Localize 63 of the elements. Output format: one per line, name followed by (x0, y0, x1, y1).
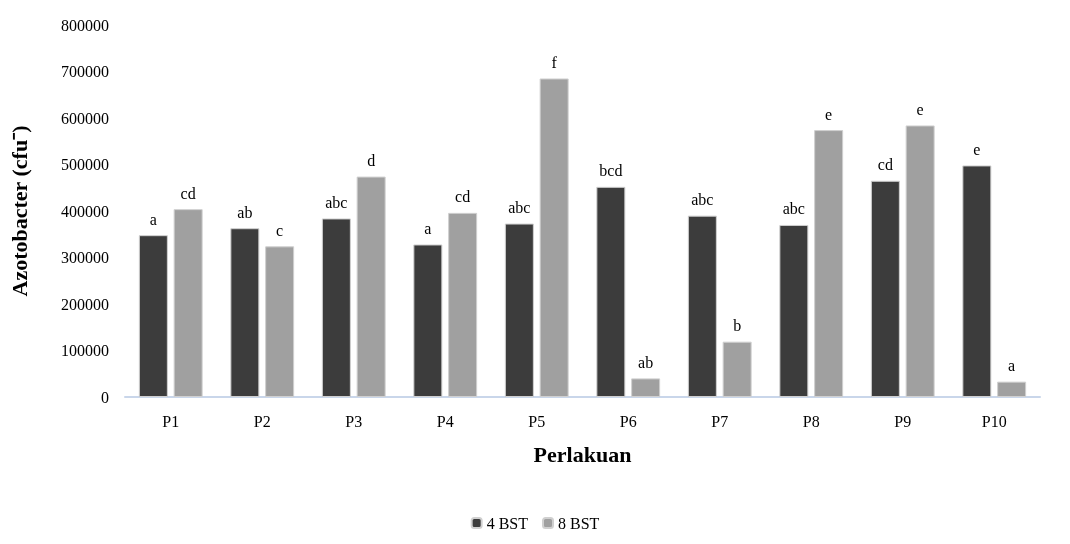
x-tick-label: P9 (894, 412, 912, 430)
data-label: ab (638, 353, 654, 371)
data-label: abc (691, 191, 714, 209)
data-label: d (367, 152, 376, 170)
y-tick-label: 800000 (61, 16, 109, 34)
data-label: a (1008, 357, 1016, 375)
bar (779, 224, 809, 397)
x-tick-label: P5 (528, 412, 546, 430)
bar (962, 165, 992, 397)
data-label: cd (180, 184, 196, 202)
bar (504, 223, 534, 397)
bar (138, 235, 168, 397)
bar (596, 186, 626, 397)
bar (413, 244, 443, 397)
y-tick-label: 600000 (61, 109, 109, 127)
bar (722, 341, 752, 397)
bar (265, 246, 295, 397)
x-tick-label: P2 (253, 412, 271, 430)
bar (997, 381, 1027, 397)
x-tick-label: P1 (162, 412, 180, 430)
bar (631, 378, 661, 397)
data-label: cd (877, 156, 893, 174)
y-axis-title: Azotobacter (cfu⁻) (6, 125, 32, 297)
bar (905, 125, 935, 397)
data-label: e (916, 100, 924, 118)
y-tick-label: 700000 (61, 63, 109, 80)
x-tick-label: P6 (619, 412, 637, 430)
y-tick-label: 0 (101, 388, 109, 406)
data-label: e (825, 105, 833, 123)
data-label: cd (455, 188, 471, 206)
x-tick-label: P7 (711, 412, 729, 430)
data-label: e (973, 140, 981, 158)
bar (814, 130, 844, 397)
data-label: abc (782, 200, 805, 218)
x-tick-label: P8 (802, 412, 820, 430)
bar (230, 228, 260, 397)
bar (539, 78, 569, 397)
y-tick-label: 200000 (61, 295, 109, 313)
data-label: a (149, 210, 157, 228)
y-tick-label: 300000 (61, 249, 109, 266)
bar (448, 212, 478, 397)
x-tick-label: P4 (436, 412, 454, 430)
data-label: a (424, 219, 432, 237)
x-tick-label: P10 (981, 412, 1007, 430)
bar (687, 215, 717, 397)
y-tick-label: 500000 (61, 156, 109, 173)
y-tick-label: 100000 (61, 342, 109, 359)
x-tick-label: P3 (345, 412, 363, 430)
data-label: f (551, 53, 558, 71)
bar (356, 176, 386, 397)
bar (173, 209, 203, 397)
data-label: abc (325, 193, 348, 211)
data-label: ab (237, 203, 253, 221)
y-tick-label: 400000 (61, 202, 109, 220)
bar (870, 180, 900, 397)
x-axis-title: Perlakuan (533, 441, 632, 467)
legend-label: 8 BST (558, 514, 600, 532)
data-label: b (733, 317, 742, 335)
data-label: abc (508, 199, 531, 217)
bar (321, 218, 351, 397)
data-label: bcd (599, 162, 623, 180)
legend-label: 4 BST (486, 514, 529, 532)
data-label: c (276, 221, 284, 239)
